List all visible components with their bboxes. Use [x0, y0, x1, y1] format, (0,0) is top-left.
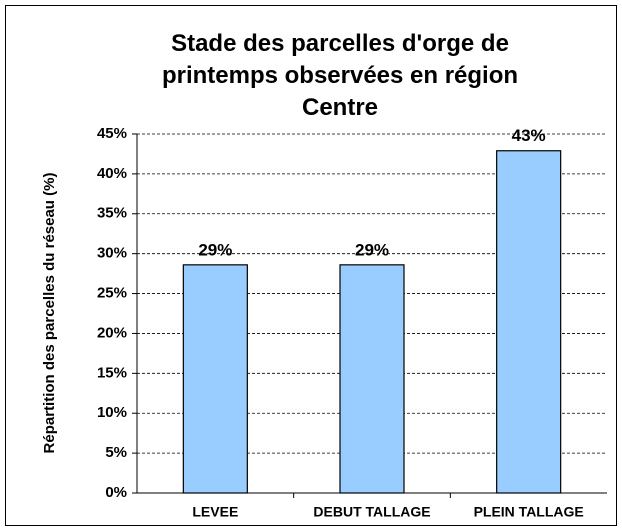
y-tick-label: 30% — [97, 245, 127, 262]
y-tick-label: 25% — [97, 285, 127, 302]
x-tick-label: DEBUT TALLAGE — [313, 504, 430, 520]
bar — [496, 150, 562, 494]
y-tick-label: 15% — [97, 364, 127, 381]
data-label: 43% — [512, 126, 546, 145]
y-axis-label: Répartition des parcelles du réseau (%) — [41, 173, 58, 454]
bar — [339, 264, 405, 494]
y-tick-label: 40% — [97, 165, 127, 182]
y-tick-label: 0% — [105, 484, 127, 501]
bar — [182, 264, 248, 494]
x-tick-label: LEVEE — [192, 504, 238, 520]
y-tick-label: 5% — [105, 444, 127, 461]
y-tick-label: 10% — [97, 404, 127, 421]
x-tick-label: PLEIN TALLAGE — [474, 504, 584, 520]
chart-title: Stade des parcelles d'orge de printemps … — [161, 30, 519, 121]
data-label: 29% — [355, 240, 389, 259]
y-tick-label: 20% — [97, 324, 127, 341]
data-label: 29% — [198, 240, 232, 259]
y-tick-label: 45% — [97, 125, 127, 142]
y-tick-label: 35% — [97, 205, 127, 222]
